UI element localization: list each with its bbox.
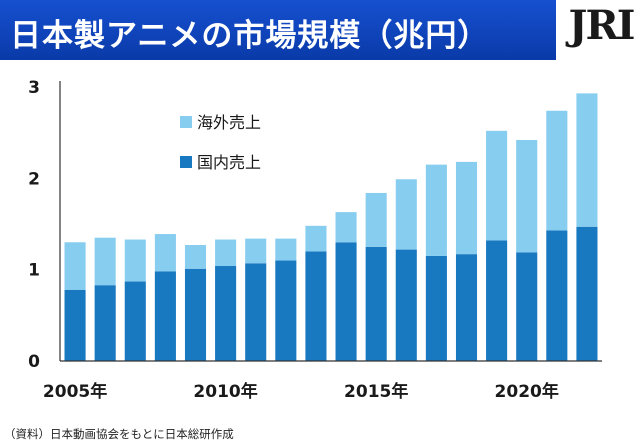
bar-domestic-2006: [94, 285, 116, 361]
legend-swatch: [180, 116, 192, 128]
bar-overseas-2019: [486, 130, 508, 241]
bar-domestic-2016: [395, 249, 417, 361]
y-tick-label: 2: [28, 169, 40, 189]
bar-overseas-2020: [516, 139, 538, 253]
bar-domestic-2009: [184, 268, 207, 361]
source-note: （資料）日本動画協会をもとに日本総研作成: [4, 427, 234, 441]
bars: [64, 93, 598, 361]
bar-overseas-2010: [215, 239, 237, 267]
logo-text: JRI: [568, 2, 636, 49]
bar-domestic-2015: [365, 246, 387, 361]
bar-overseas-2014: [335, 212, 357, 243]
title-banner: 日本製アニメの市場規模（兆円）: [0, 0, 556, 60]
bar-domestic-2013: [305, 251, 327, 361]
legend-label: 国内売上: [197, 153, 261, 172]
bar-overseas-2021: [546, 110, 568, 231]
x-tick-label: 2015年: [344, 381, 408, 402]
axes: [59, 81, 602, 362]
y-tick-label: 1: [28, 261, 40, 281]
y-tick-label: 3: [28, 78, 40, 98]
x-tick-label: 2005年: [43, 381, 107, 402]
x-axis-labels: 2005年 2010年 2015年 2020年: [43, 381, 559, 402]
bar-domestic-2010: [215, 266, 237, 361]
bar-overseas-2012: [275, 238, 297, 261]
bar-overseas-2006: [94, 237, 116, 286]
bar-domestic-2008: [154, 271, 176, 361]
bar-overseas-2011: [245, 238, 267, 264]
bar-domestic-2019: [486, 240, 508, 361]
bar-overseas-2008: [154, 234, 176, 272]
x-tick-label: 2020年: [495, 381, 559, 402]
x-tick-label: 2010年: [193, 381, 257, 402]
legend-label: 海外売上: [197, 113, 261, 132]
bar-overseas-2009: [184, 245, 207, 269]
bar-domestic-2011: [245, 263, 267, 361]
legend-swatch: [180, 156, 192, 168]
bar-overseas-2017: [425, 164, 447, 256]
bar-overseas-2018: [455, 161, 478, 255]
bar-domestic-2022: [576, 226, 598, 361]
bar-overseas-2007: [124, 239, 146, 282]
y-tick-label: 0: [28, 352, 40, 372]
bar-overseas-2015: [365, 192, 387, 247]
bar-domestic-2020: [516, 252, 538, 361]
bar-domestic-2007: [124, 281, 146, 361]
chart-title: 日本製アニメの市場規模（兆円）: [10, 18, 490, 54]
bar-overseas-2022: [576, 93, 598, 227]
bar-domestic-2012: [275, 260, 297, 361]
bar-overseas-2005: [64, 242, 86, 290]
jri-logo: JRI: [562, 0, 640, 66]
bar-overseas-2016: [395, 179, 417, 250]
bar-overseas-2013: [305, 225, 327, 252]
bar-domestic-2021: [546, 230, 568, 361]
bar-domestic-2005: [64, 289, 86, 361]
y-axis-labels: 0 1 2 3: [28, 78, 40, 372]
bar-domestic-2017: [425, 255, 447, 361]
bar-domestic-2014: [335, 242, 357, 361]
bar-domestic-2018: [455, 254, 478, 361]
